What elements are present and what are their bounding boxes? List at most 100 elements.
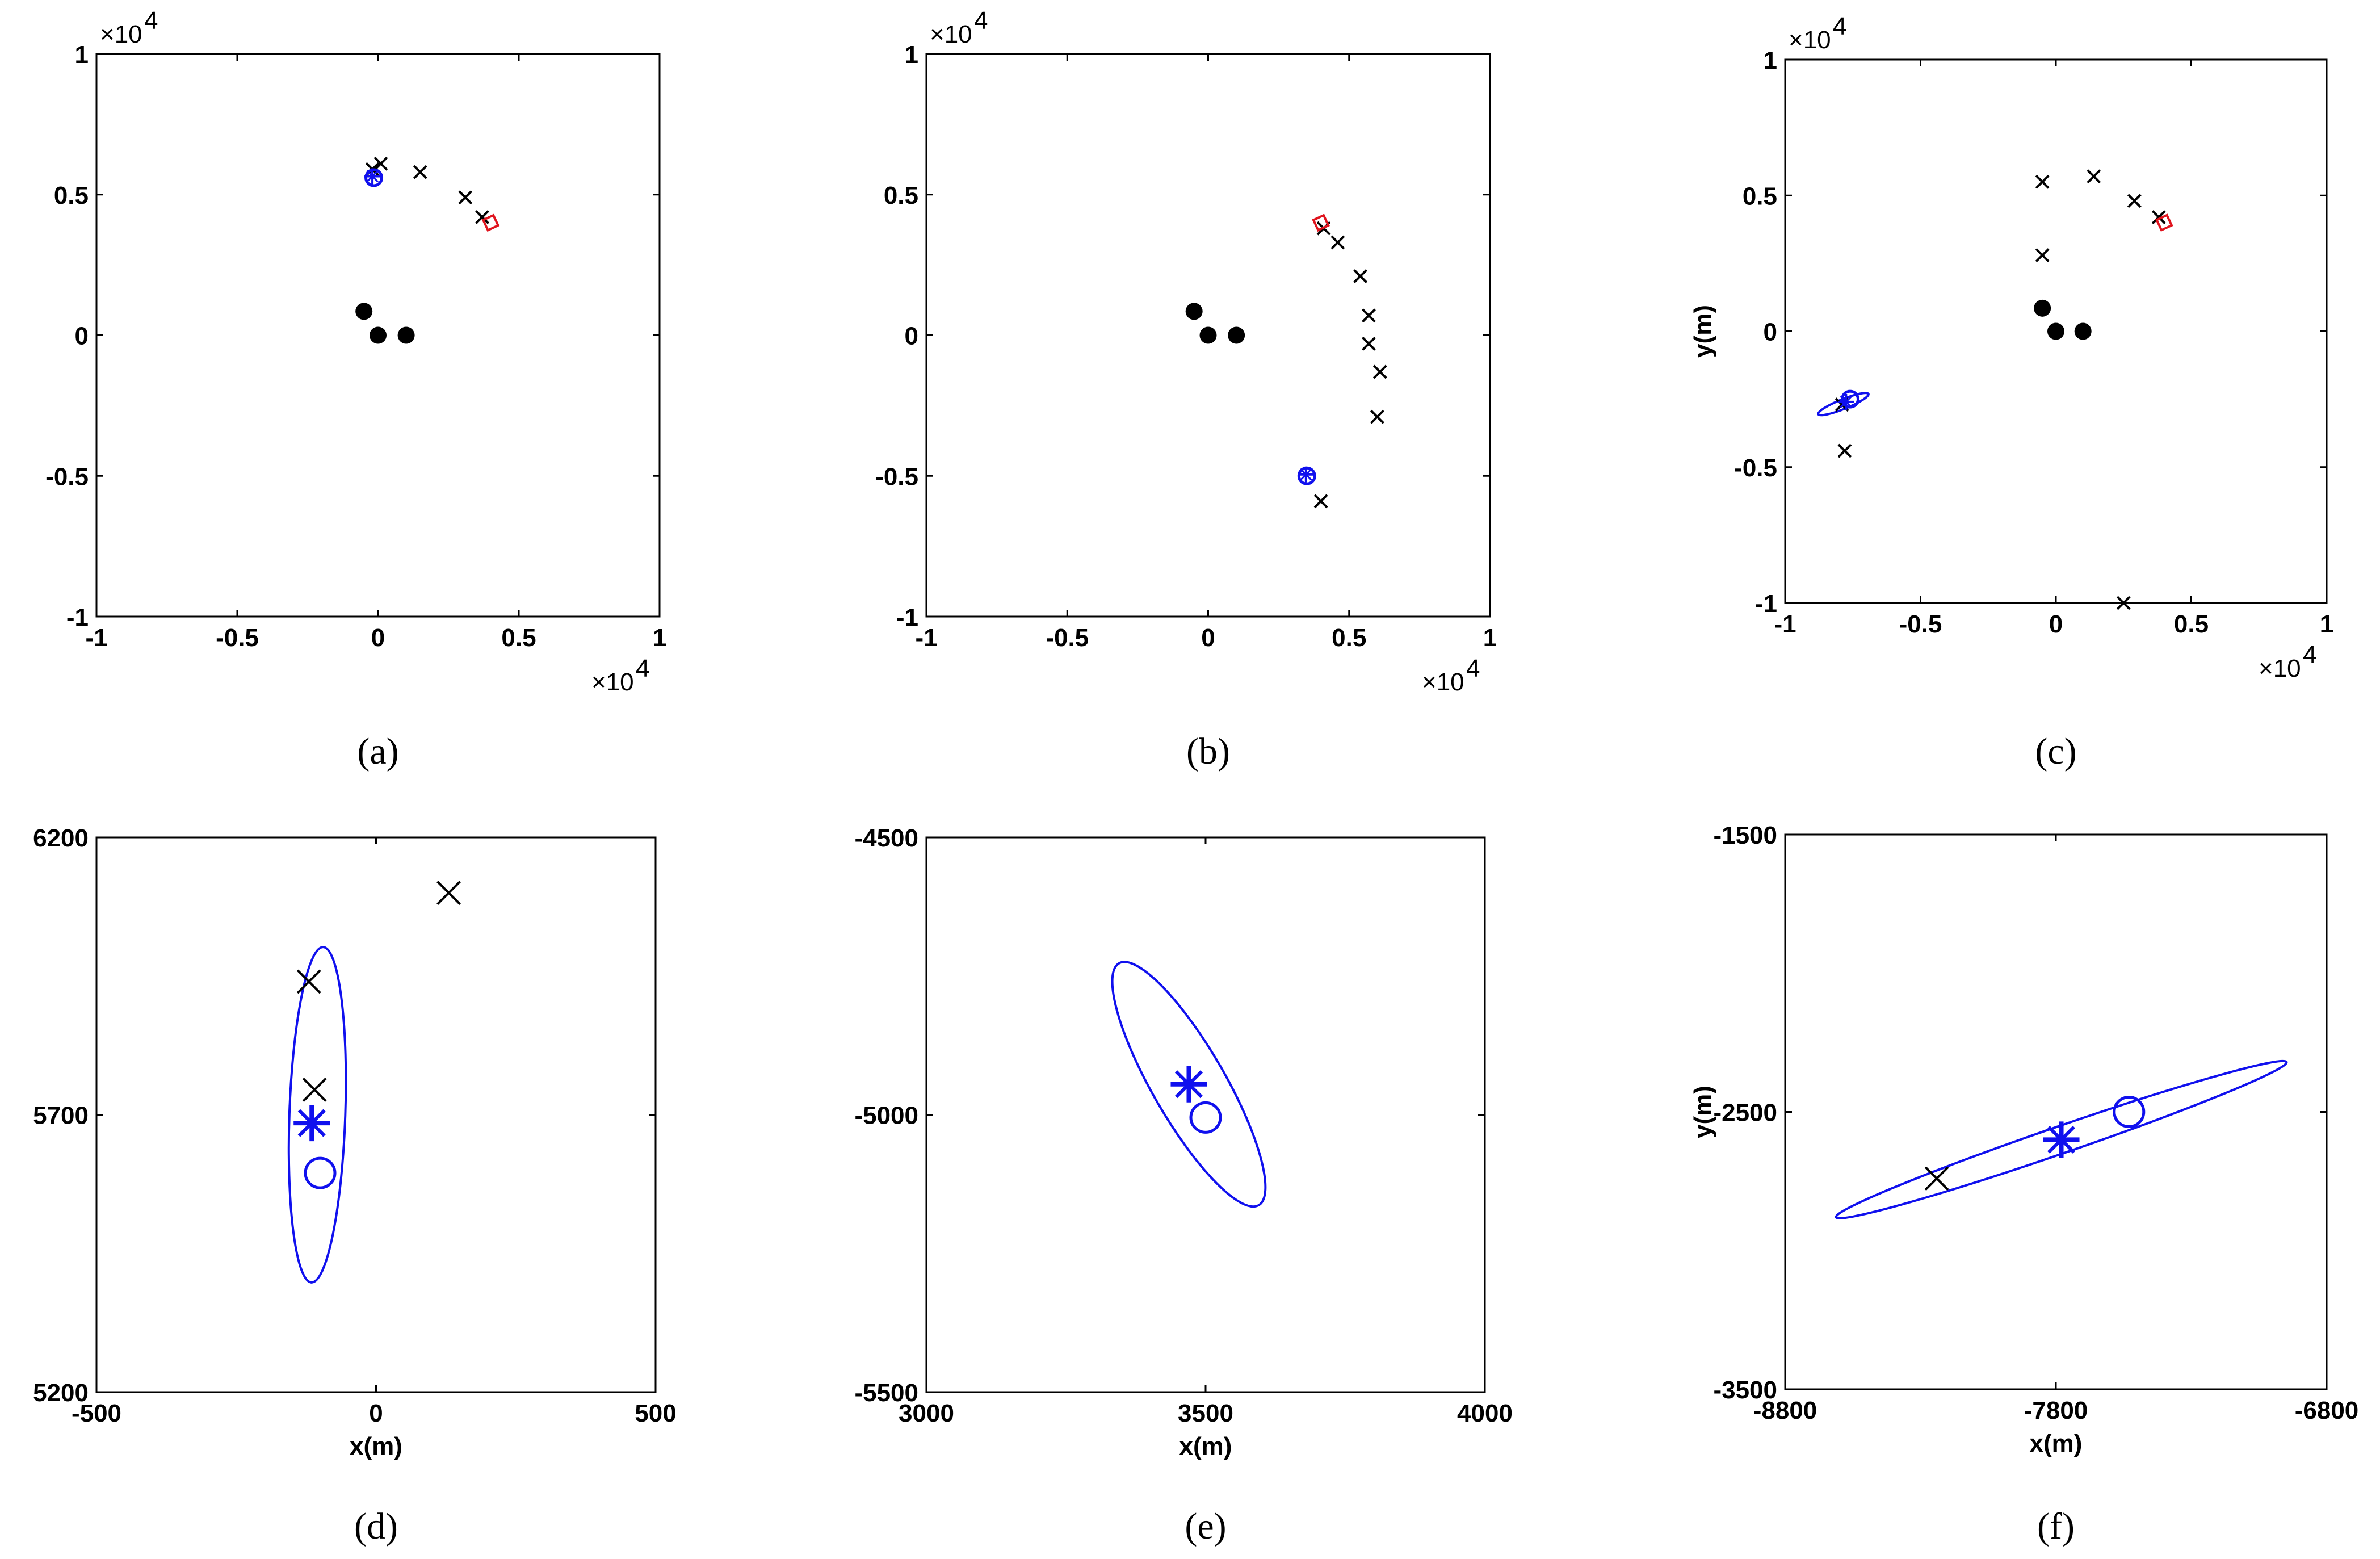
- x-tick-label: 500: [635, 1399, 676, 1427]
- x-tick-label: -1: [85, 624, 107, 652]
- track-cross-point: [1353, 269, 1368, 283]
- y-tick-label: 5200: [33, 1379, 89, 1407]
- uncertainty-ellipse: [1835, 1059, 2288, 1219]
- start-diamond-point: [1312, 213, 1330, 232]
- x-tick-label: 0: [371, 624, 385, 652]
- cross-stroke: [2116, 596, 2131, 610]
- chart-d: -500 0 500 5200 5700 6200 x(m) (d): [33, 824, 677, 1547]
- track-cross-point: [1362, 336, 1376, 351]
- track-cross-point: [1330, 235, 1345, 250]
- subfigure-caption: (f): [2037, 1506, 2075, 1547]
- y-tick-label: -0.5: [45, 463, 89, 491]
- cross-stroke: [1313, 494, 1328, 509]
- sensor-point: [2074, 322, 2092, 340]
- x-tick-label: -7800: [2024, 1397, 2088, 1424]
- subfigure-caption: (b): [1186, 731, 1230, 772]
- x-tick-label: -8800: [1753, 1397, 1817, 1424]
- x-tick-label: -1: [1774, 610, 1796, 638]
- x-exponent-power: 4: [1466, 655, 1480, 682]
- track-cross-point: [2035, 174, 2050, 189]
- cross-stroke: [302, 1078, 327, 1102]
- x-tick-label: 1: [2320, 610, 2333, 638]
- y-tick-label: -1: [66, 604, 89, 631]
- cross-stroke: [436, 881, 461, 906]
- cross-stroke: [1362, 308, 1376, 323]
- x-exponent-label: ×10: [591, 668, 634, 696]
- track-cross-point: [1370, 409, 1384, 424]
- cross-stroke: [475, 209, 489, 224]
- track-cross-point: [475, 209, 489, 224]
- y-tick-label: -0.5: [875, 463, 918, 491]
- x-exponent-power: 4: [2303, 641, 2316, 669]
- x-tick-label: 0.5: [501, 624, 536, 652]
- y-tick-label: 0.5: [884, 182, 918, 209]
- sensor-point: [1199, 326, 1217, 344]
- x-tick-label: 0: [2049, 610, 2063, 638]
- x-tick-label: 0: [369, 1399, 383, 1427]
- cross-stroke: [373, 156, 388, 171]
- y-axis-label: y(m): [1689, 1086, 1717, 1138]
- x-tick-label: 0.5: [1332, 624, 1366, 652]
- x-exponent-power: 4: [636, 655, 649, 682]
- y-tick-label: 5700: [33, 1102, 89, 1130]
- y-tick-label: 1: [75, 41, 89, 69]
- track-cross-point: [458, 190, 473, 205]
- track-cross-point: [1924, 1166, 1949, 1191]
- x-tick-label: -6800: [2295, 1397, 2359, 1424]
- estimate-circle-point: [364, 168, 384, 187]
- track-cross-point: [302, 1078, 327, 1102]
- cross-stroke: [1330, 235, 1345, 250]
- y-tick-label: 1: [905, 41, 918, 69]
- start-diamond-point: [2155, 213, 2173, 232]
- x-tick-label: 3000: [899, 1399, 954, 1427]
- plot-frame: [95, 836, 657, 1393]
- y-exponent-power: 4: [144, 7, 158, 35]
- estimate-circle-point: [1189, 1101, 1222, 1134]
- y-tick-label: 6200: [33, 824, 89, 852]
- y-tick-label: -1500: [1713, 822, 1777, 849]
- x-axis-label: x(m): [350, 1432, 402, 1460]
- plot-frame: [925, 836, 1486, 1393]
- y-tick-label: 1: [1764, 47, 1777, 74]
- x-tick-label: 4000: [1457, 1399, 1513, 1427]
- y-tick-label: 0: [1764, 318, 1777, 346]
- track-cross-point: [2035, 248, 2050, 262]
- estimate-circle-point: [2113, 1096, 2146, 1128]
- x-axis-label: x(m): [1179, 1432, 1232, 1460]
- x-tick-label: 3500: [1178, 1399, 1233, 1427]
- cross-stroke: [413, 165, 427, 179]
- cross-stroke: [1370, 409, 1384, 424]
- cross-stroke: [1372, 364, 1387, 379]
- star-stroke: [366, 170, 379, 183]
- track-cross-point: [1837, 443, 1852, 458]
- cross-stroke: [1362, 336, 1376, 351]
- track-cross-point: [373, 156, 388, 171]
- x-axis-label: x(m): [2030, 1430, 2083, 1457]
- x-exponent-label: ×10: [1422, 668, 1464, 696]
- subfigure-caption: (d): [354, 1506, 398, 1547]
- x-tick-label: -0.5: [216, 624, 259, 652]
- x-tick-label: 1: [1483, 624, 1497, 652]
- star-stroke: [297, 1109, 326, 1137]
- y-exponent-label: ×10: [100, 20, 142, 48]
- true-position-star-point: [364, 168, 381, 185]
- plot-frame: [1784, 833, 2328, 1390]
- subfigure-caption: (c): [2035, 731, 2076, 772]
- track-cross-point: [1362, 308, 1376, 323]
- start-diamond-point: [481, 213, 500, 232]
- chart-b: -1 -0.5 0 0.5 1-1-0.500.51×10 4×10 4(b): [875, 7, 1497, 772]
- estimate-circle-point: [304, 1156, 337, 1189]
- y-tick-label: 0: [75, 322, 89, 350]
- x-tick-label: 0.5: [2174, 610, 2209, 638]
- cross-stroke: [1924, 1166, 1949, 1191]
- x-exponent-label: ×10: [2259, 655, 2301, 682]
- chart-a: -1 -0.5 0 0.5 1-1-0.500.51×10 4×10 4(a): [45, 7, 666, 772]
- cross-stroke: [2087, 169, 2101, 184]
- y-exponent-power: 4: [1833, 12, 1846, 40]
- chart-f: -8800 -7800 -6800 -3500 -2500 -1500 x(m) y(m) (f…: [1689, 822, 2358, 1547]
- chart-c: -1 -0.5 0 0.5 1-1-0.500.51×10 4×10 4y(m)(c): [1689, 12, 2333, 772]
- y-tick-label: -1: [896, 604, 918, 631]
- cross-stroke: [458, 190, 473, 205]
- track-cross-point: [1372, 364, 1387, 379]
